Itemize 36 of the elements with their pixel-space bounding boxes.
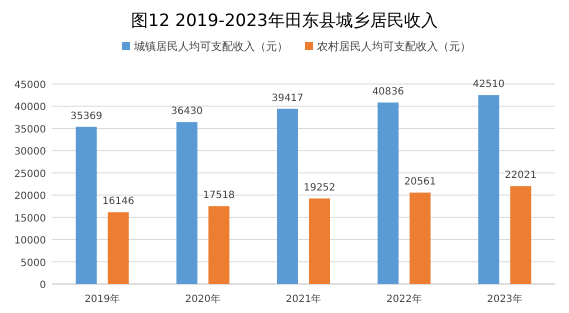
data-label: 39417 [272, 92, 304, 104]
y-tick-label: 5000 [20, 258, 46, 269]
x-tick-label: 2019年 [84, 293, 120, 305]
bar [277, 108, 298, 284]
x-tick-label: 2021年 [286, 293, 322, 305]
data-label: 35369 [70, 110, 102, 122]
y-tick-label: 15000 [14, 213, 46, 224]
data-label: 40836 [372, 86, 404, 98]
data-label: 42510 [472, 79, 505, 90]
x-tick-label: 2023年 [486, 293, 522, 305]
bar [76, 126, 97, 284]
bar [478, 95, 500, 284]
bar [410, 192, 431, 284]
x-tick-label: 2020年 [185, 293, 221, 305]
data-label: 19252 [304, 182, 336, 194]
y-tick-label: 10000 [14, 236, 46, 247]
bar [378, 102, 399, 284]
data-label: 22021 [504, 170, 537, 182]
bar [176, 122, 198, 284]
y-tick-label: 20000 [14, 191, 46, 202]
y-tick-label: 40000 [14, 102, 46, 114]
x-tick-label: 2022年 [386, 293, 422, 305]
data-label: 16146 [102, 196, 134, 208]
y-tick-label: 25000 [14, 168, 46, 180]
y-tick-label: 0 [40, 280, 46, 291]
data-label: 20561 [404, 176, 436, 188]
bar [108, 212, 129, 284]
chart-title: 图12 2019-2023年田东县城乡居民收入 [131, 11, 438, 31]
y-tick-label: 45000 [14, 80, 46, 91]
y-tick-label: 35000 [14, 124, 46, 136]
data-label: 36430 [170, 106, 203, 118]
bar [208, 206, 230, 284]
y-tick-label: 30000 [14, 146, 46, 158]
bar [309, 198, 330, 284]
data-label: 17518 [202, 190, 235, 202]
bar [510, 186, 532, 284]
